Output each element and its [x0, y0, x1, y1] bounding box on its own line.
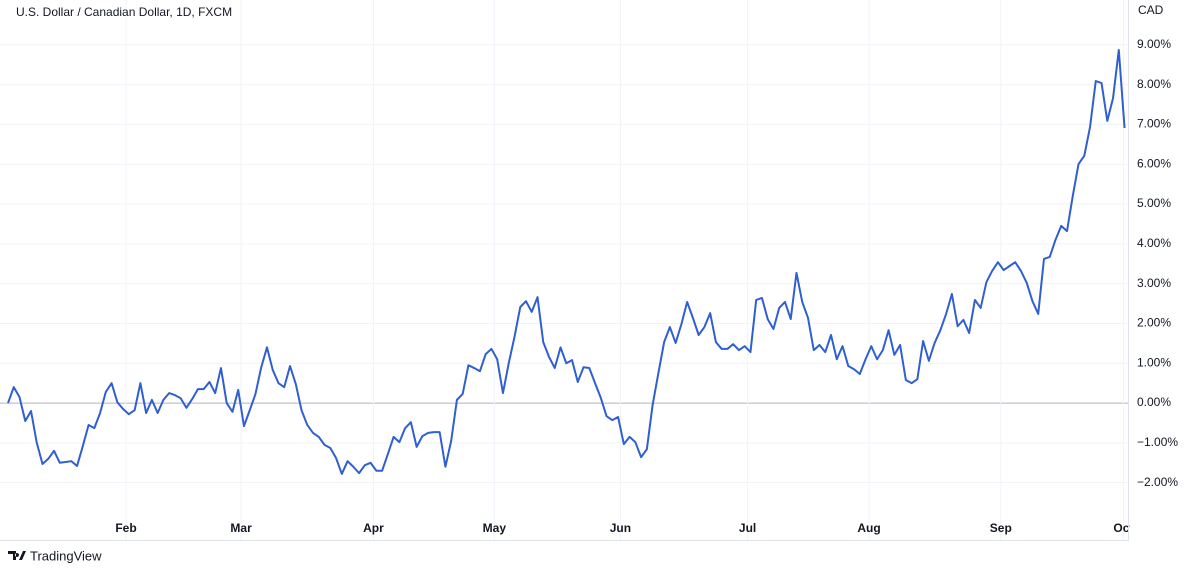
y-tick-label: 3.00% [1137, 276, 1171, 290]
x-tick-label: Jul [739, 521, 756, 535]
chart-title: U.S. Dollar / Canadian Dollar, 1D, FXCM [16, 5, 232, 19]
x-tick-label: Feb [115, 521, 136, 535]
y-tick-label: 6.00% [1137, 156, 1171, 170]
y-tick-label: 9.00% [1137, 37, 1171, 51]
brand-name: TradingView [30, 548, 102, 563]
currency-label: CAD [1138, 3, 1164, 17]
x-tick-label: Mar [230, 521, 252, 535]
x-tick-label: Oct [1113, 521, 1133, 535]
grid [0, 0, 1128, 540]
x-tick-label: Sep [990, 521, 1012, 535]
y-tick-label: 0.00% [1137, 395, 1171, 409]
x-tick-label: May [483, 521, 507, 535]
y-tick-label: 1.00% [1137, 355, 1171, 369]
y-tick-label: −1.00% [1137, 435, 1178, 449]
y-tick-label: −2.00% [1137, 475, 1178, 489]
y-tick-label: 4.00% [1137, 236, 1171, 250]
brand-logo: TradingView [8, 548, 102, 563]
plot: Feb Mar Apr May Jun Jul Aug Sep Oct [7, 48, 1133, 535]
x-tick-label: Jun [610, 521, 631, 535]
y-tick-label: 8.00% [1137, 77, 1171, 91]
x-tick-label: Apr [363, 521, 384, 535]
logo-mark [8, 551, 26, 560]
y-tick-label: 5.00% [1137, 196, 1171, 210]
y-tick-label: 2.00% [1137, 316, 1171, 330]
price-line [7, 48, 1126, 475]
x-tick-label: Aug [857, 521, 880, 535]
y-tick-label: 7.00% [1137, 117, 1171, 131]
